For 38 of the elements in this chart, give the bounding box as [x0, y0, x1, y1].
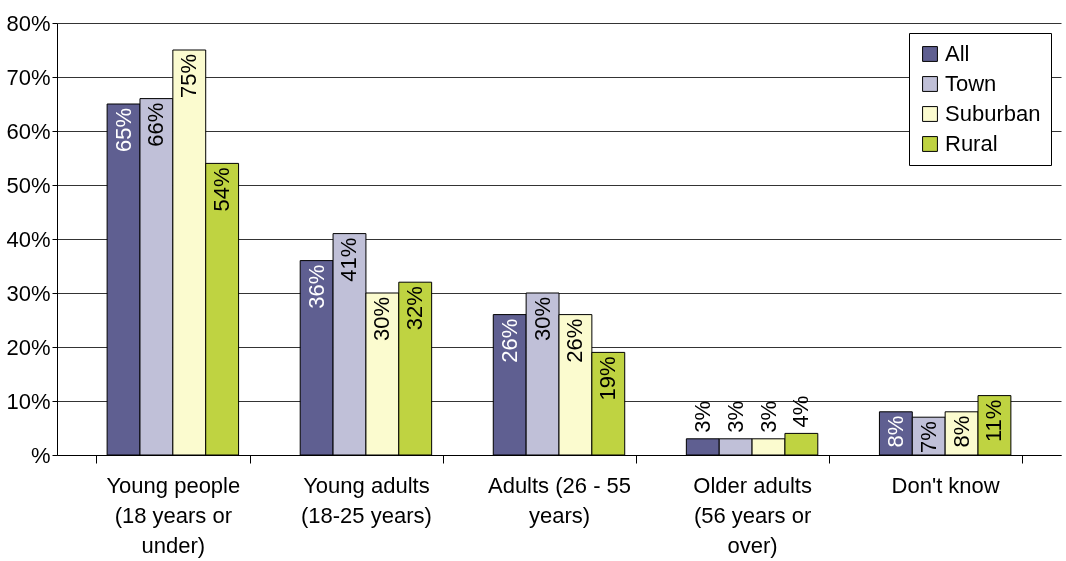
- data-label: 7%: [915, 421, 941, 453]
- x-tick-label: Adults (26 - 55 years): [487, 472, 632, 528]
- data-label: 30%: [369, 297, 395, 342]
- data-label: 19%: [595, 356, 621, 401]
- x-tick-label: Young people (18 years or under): [106, 472, 241, 558]
- legend-label: Rural: [945, 131, 998, 156]
- y-tick-label: 80%: [6, 10, 51, 36]
- data-label: 75%: [176, 54, 202, 99]
- y-tick-label: 10%: [6, 388, 51, 414]
- legend-label: All: [945, 41, 970, 66]
- legend-label: Suburban: [945, 101, 1041, 126]
- data-label: 11%: [981, 399, 1007, 443]
- data-label: 26%: [562, 318, 588, 363]
- data-label: 3%: [722, 401, 748, 433]
- x-tick-label: Don't know: [891, 472, 1000, 498]
- y-tick-label: 40%: [6, 226, 51, 252]
- y-tick-label: 20%: [6, 334, 51, 360]
- y-tick-label: 50%: [6, 172, 51, 198]
- data-label: 8%: [948, 415, 974, 448]
- y-tick-label: 30%: [6, 280, 51, 306]
- data-label: 3%: [755, 401, 781, 433]
- y-tick-label: %: [30, 442, 51, 468]
- data-label: 30%: [529, 297, 555, 342]
- data-label: 41%: [336, 237, 362, 282]
- data-label: 3%: [689, 401, 715, 433]
- y-tick-label: 60%: [6, 118, 51, 144]
- data-label: 26%: [496, 318, 522, 363]
- y-tick-label: 70%: [6, 64, 51, 90]
- data-label: 36%: [303, 264, 329, 309]
- x-tick-label: Young adults (18-25 years): [301, 472, 432, 528]
- data-label: 65%: [110, 108, 136, 153]
- data-label: 8%: [882, 415, 908, 448]
- x-tick-label: Older adults (56 years or over): [693, 472, 812, 558]
- data-label: 54%: [209, 167, 235, 212]
- data-label: 32%: [402, 286, 428, 331]
- data-label: 4%: [788, 395, 814, 428]
- data-label: 66%: [143, 102, 169, 147]
- legend-label: Town: [945, 71, 997, 96]
